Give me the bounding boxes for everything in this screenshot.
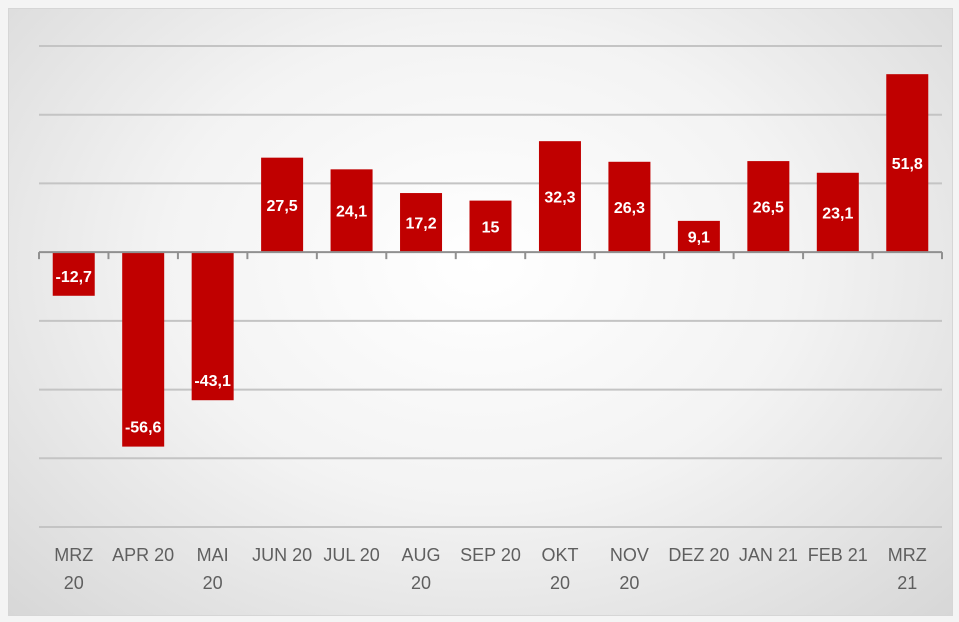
data-labels: -12,7 -56,6 -43,1 27,5 24,1 17,2 15 32,3 26,3 9,1… <box>55 156 922 436</box>
x-tick-label: JUN 20 <box>252 545 312 565</box>
x-tick-label: AUG 20 <box>402 545 441 593</box>
data-label: 27,5 <box>267 198 298 215</box>
x-tick-label: FEB 21 <box>808 545 868 565</box>
x-tick-label: NOV 20 <box>610 545 649 593</box>
gridlines <box>39 45 942 528</box>
x-axis <box>38 251 943 260</box>
x-tick-label: DEZ 20 <box>668 545 729 565</box>
bar <box>52 252 95 296</box>
bars <box>52 74 929 447</box>
x-tick-label: MRZ 20 <box>54 545 93 593</box>
data-label: 51,8 <box>892 156 923 173</box>
bar <box>400 193 443 253</box>
bar <box>122 252 165 447</box>
bar <box>747 161 790 253</box>
bar <box>816 172 859 253</box>
bar <box>330 169 373 253</box>
data-label: 26,3 <box>614 200 645 217</box>
chart-area: -12,7 -56,6 -43,1 27,5 24,1 17,2 15 32,3 26,3 9,1… <box>8 8 953 616</box>
bar <box>191 252 234 401</box>
x-tick-label: JUL 20 <box>323 545 379 565</box>
data-label: -12,7 <box>55 269 92 286</box>
data-label: -43,1 <box>194 373 231 390</box>
data-label: 9,1 <box>688 230 710 247</box>
data-label: 26,5 <box>753 200 784 217</box>
x-tick-labels: MRZ 20 APR 20 MAI 20 JUN 20 JUL 20 AUG 20 SEP 20 O… <box>54 545 927 593</box>
data-label: 32,3 <box>544 190 575 207</box>
x-tick-label: OKT 20 <box>541 545 578 593</box>
bar <box>677 220 720 253</box>
x-tick-label: MAI 20 <box>197 545 229 593</box>
data-label: 17,2 <box>405 216 436 233</box>
bar <box>886 74 929 253</box>
bar <box>608 161 651 253</box>
bar <box>469 200 512 253</box>
bar <box>261 157 304 253</box>
data-label: -56,6 <box>125 420 162 437</box>
data-label: 24,1 <box>336 204 367 221</box>
bar-chart: -12,7 -56,6 -43,1 27,5 24,1 17,2 15 32,3 26,3 9,1… <box>38 45 943 593</box>
data-label: 15 <box>482 219 500 236</box>
x-tick-label: APR 20 <box>112 545 174 565</box>
x-tick-label: JAN 21 <box>739 545 798 565</box>
bar <box>538 141 581 253</box>
x-tick-label: MRZ 21 <box>888 545 927 593</box>
data-label: 23,1 <box>822 205 853 222</box>
x-tick-label: SEP 20 <box>460 545 521 565</box>
